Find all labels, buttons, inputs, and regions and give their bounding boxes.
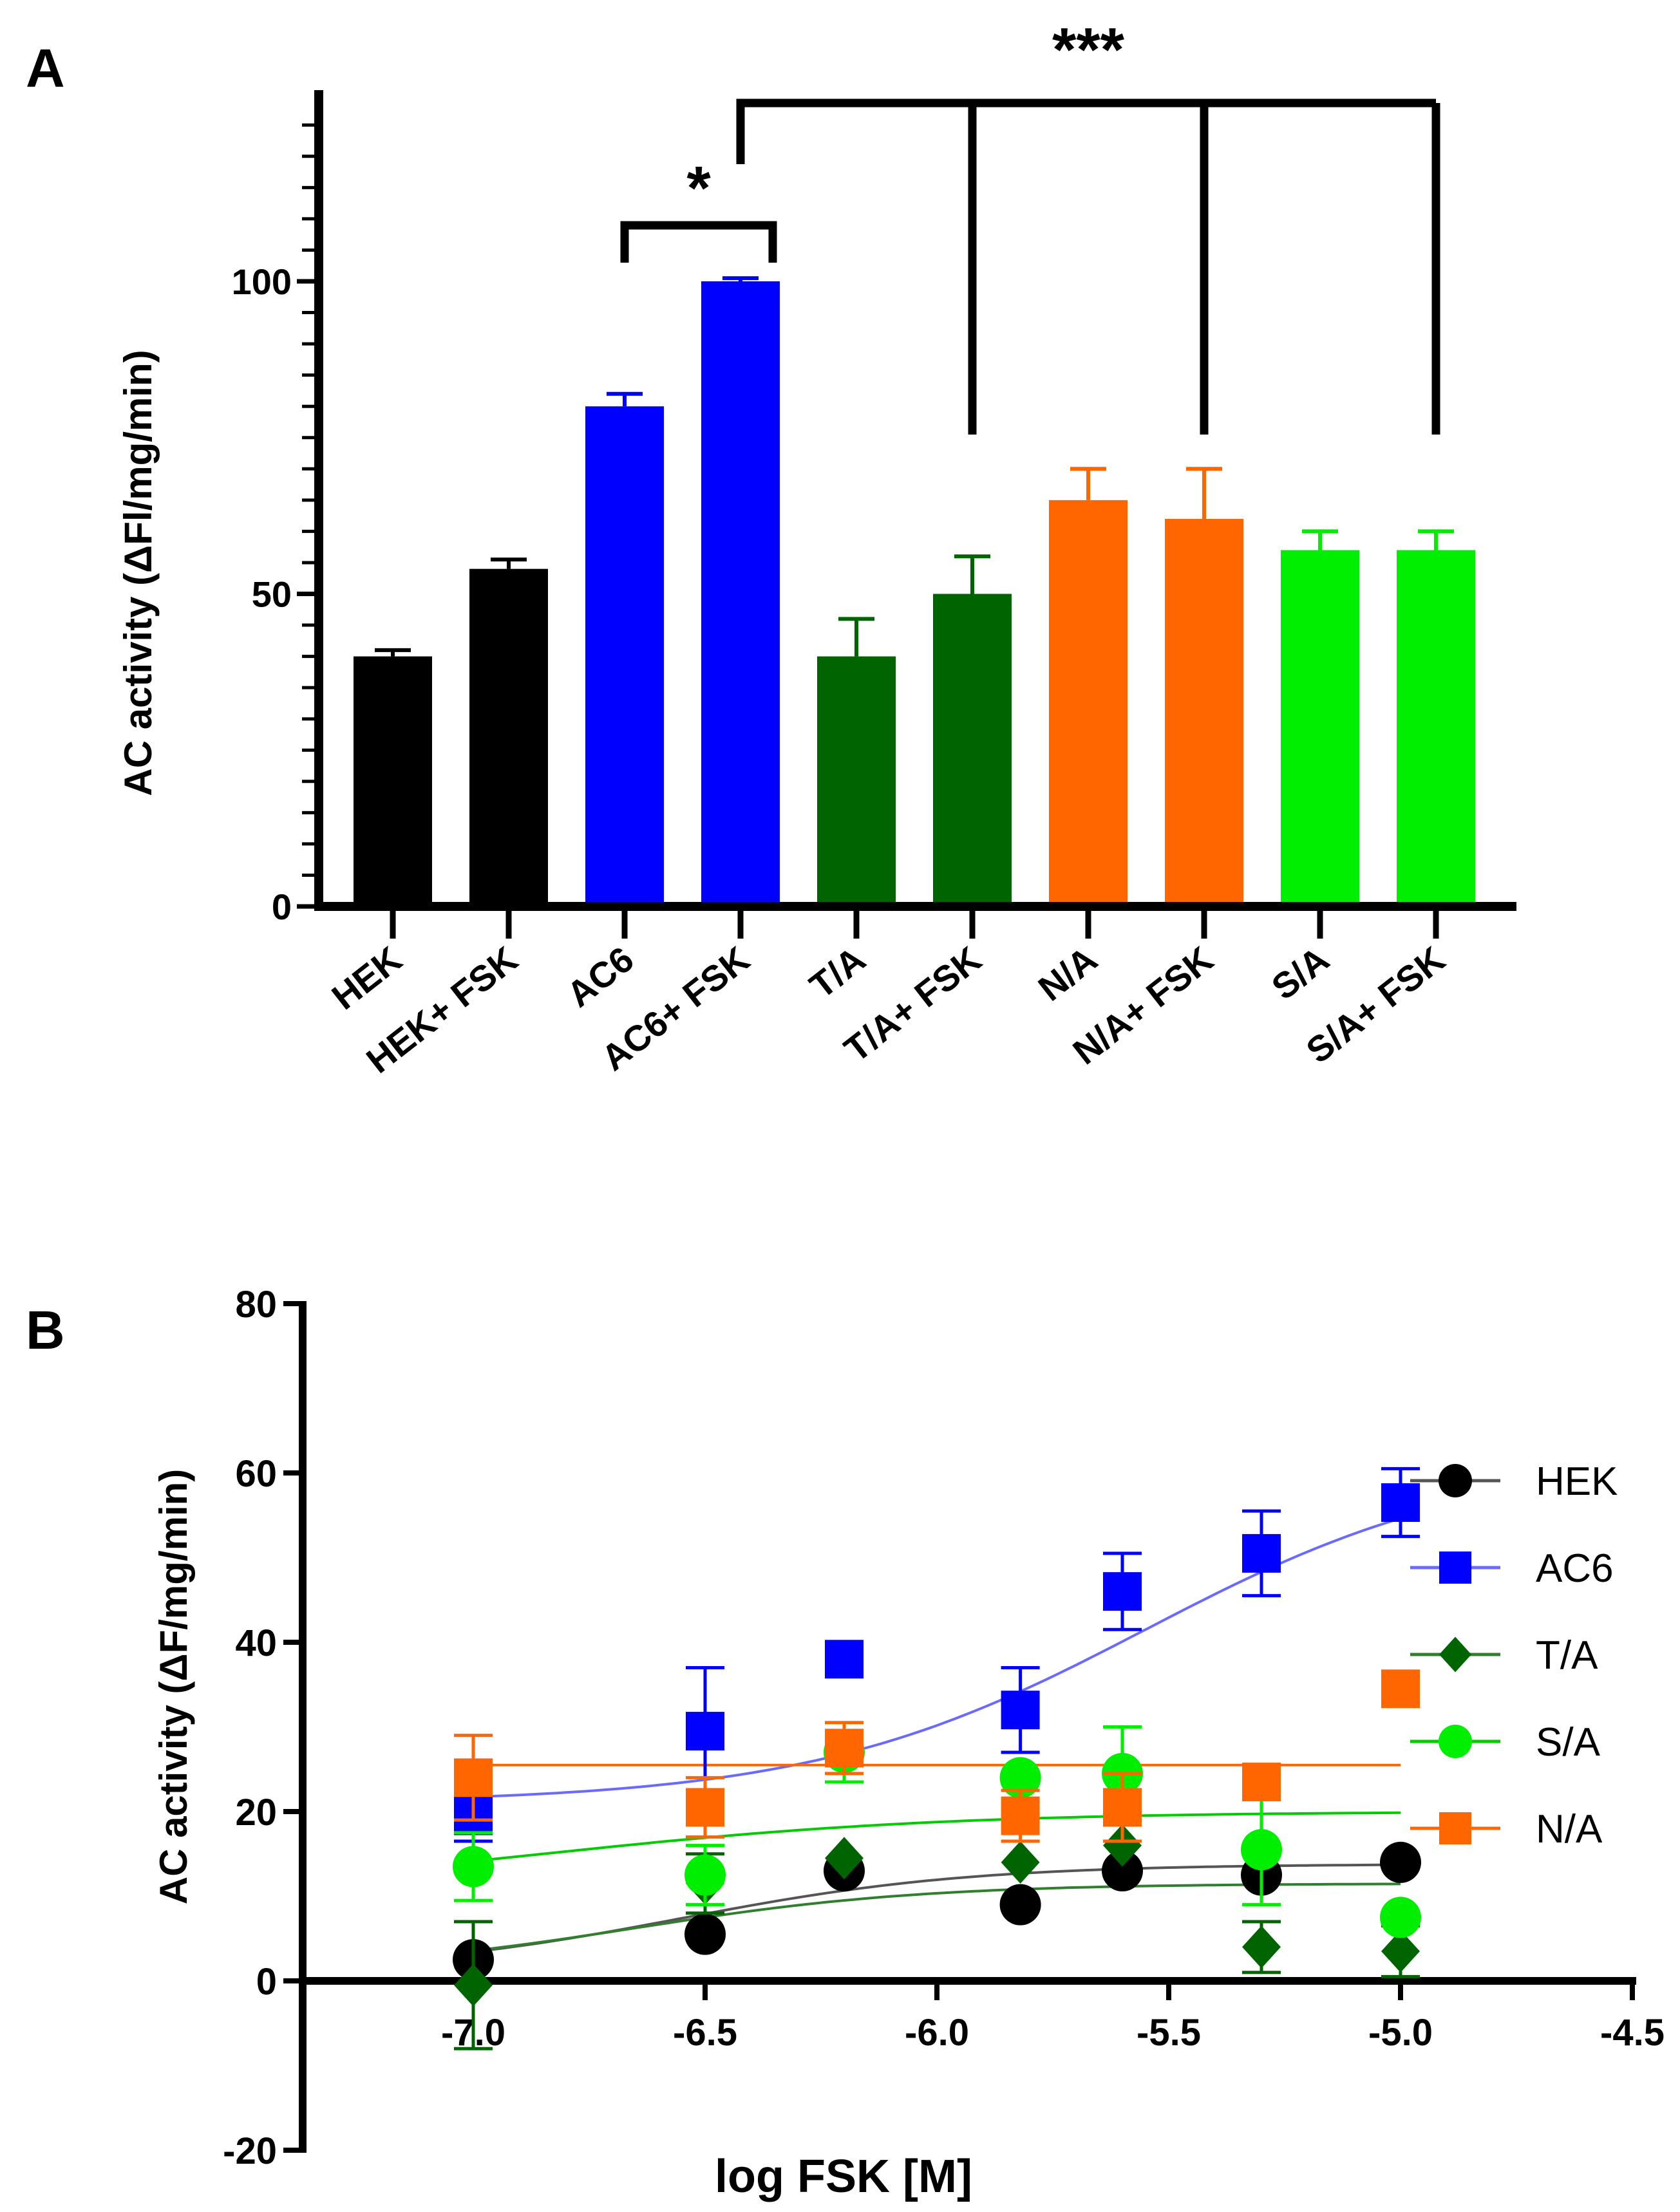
data-point-ac6 — [1242, 1533, 1281, 1573]
data-point-ta — [825, 1837, 864, 1880]
panel-b-dose-response-chart: B AC activity (ΔF/mg/min) log FSK [M] -2… — [26, 1284, 1665, 2202]
y-tick-label: 60 — [235, 1453, 277, 1495]
bar-ac6 — [585, 406, 664, 906]
data-point-hek — [684, 1913, 726, 1955]
panel-a-label: A — [26, 38, 65, 98]
data-point-hek — [1102, 1850, 1143, 1892]
legend-marker-na — [1439, 1812, 1471, 1844]
bar-t-a-fsk — [933, 594, 1012, 906]
bar-n-a — [1049, 500, 1128, 906]
data-point-sa — [453, 1846, 494, 1888]
fit-curve-ac6 — [473, 1517, 1401, 1799]
data-point-hek — [999, 1884, 1041, 1926]
data-point-na — [1381, 1669, 1420, 1709]
legend-marker-sa — [1439, 1725, 1472, 1758]
data-point-sa — [684, 1854, 726, 1896]
legend-label-sa: S/A — [1536, 1720, 1601, 1765]
data-point-ac6 — [1381, 1483, 1420, 1523]
legend-label-na: N/A — [1536, 1807, 1603, 1851]
data-point-ac6 — [1001, 1691, 1040, 1730]
data-point-sa — [1241, 1829, 1282, 1871]
data-point-hek — [1380, 1841, 1421, 1883]
bar-hek-fsk — [469, 568, 548, 906]
data-point-na — [1103, 1788, 1142, 1827]
data-point-ac6 — [686, 1712, 724, 1751]
data-point-ta — [1381, 1929, 1420, 1973]
panel-b-x-axis-label: log FSK [M] — [715, 2151, 972, 2202]
significance-bracket-triple — [736, 98, 1436, 164]
x-tick-label: HEK — [324, 939, 409, 1017]
y-tick-label: 80 — [235, 1284, 277, 1326]
y-tick-label: 100 — [232, 261, 292, 302]
data-point-ta — [1242, 1926, 1281, 1969]
x-tick-label: N/A — [1031, 939, 1105, 1009]
significance-bracket-single — [620, 221, 777, 263]
x-tick-label: -5.5 — [1137, 2012, 1201, 2054]
x-tick-label: S/A — [1264, 939, 1336, 1008]
significance-stars: *** — [1052, 15, 1125, 84]
fit-curve-sa — [473, 1811, 1401, 1862]
legend-marker-ac6 — [1439, 1551, 1471, 1584]
panel-b-label: B — [26, 1300, 65, 1360]
y-tick-label: 50 — [252, 574, 292, 615]
x-tick-label: AC6 — [559, 939, 641, 1015]
data-point-ac6 — [1103, 1572, 1142, 1611]
data-point-ta — [1001, 1841, 1040, 1884]
panel-b-y-axis-label: AC activity (ΔF/mg/min) — [152, 1469, 195, 1905]
legend-marker-ta — [1439, 1636, 1471, 1673]
data-point-na — [686, 1788, 724, 1827]
x-tick-label: -6.5 — [673, 2012, 737, 2054]
bar-s-a — [1281, 550, 1359, 906]
x-tick-label: T/A — [802, 939, 873, 1006]
x-tick-label: -6.0 — [905, 2012, 969, 2054]
bar-s-a-fsk — [1397, 550, 1475, 906]
data-point-na — [1001, 1796, 1040, 1835]
y-tick-label: 0 — [256, 1961, 277, 2003]
data-point-ac6 — [825, 1640, 864, 1679]
data-point-sa — [999, 1757, 1041, 1799]
y-tick-label: 20 — [235, 1792, 277, 1833]
y-tick-label: 0 — [272, 886, 292, 927]
y-tick-label: -20 — [223, 2130, 277, 2172]
legend-marker-hek — [1439, 1464, 1472, 1497]
bar-t-a — [817, 656, 896, 906]
data-point-na — [825, 1729, 864, 1768]
bar-ac6-fsk — [701, 281, 780, 906]
x-tick-label: -4.5 — [1600, 2012, 1665, 2054]
data-point-sa — [1380, 1897, 1421, 1938]
data-point-na — [1242, 1762, 1281, 1801]
data-point-ta — [454, 1964, 493, 2007]
legend-label-hek: HEK — [1536, 1459, 1618, 1504]
y-tick-label: 40 — [235, 1622, 277, 1664]
legend-label-ac6: AC6 — [1536, 1546, 1614, 1591]
panel-a-y-axis-label: AC activity (ΔFl/mg/min) — [117, 350, 160, 796]
data-point-ta — [1103, 1824, 1142, 1867]
x-tick-label: -5.0 — [1368, 2012, 1433, 2054]
bar-n-a-fsk — [1165, 518, 1243, 906]
significance-star: * — [686, 154, 711, 223]
bar-hek — [354, 656, 432, 906]
legend-label-ta: T/A — [1536, 1633, 1598, 1678]
data-point-na — [454, 1758, 493, 1797]
